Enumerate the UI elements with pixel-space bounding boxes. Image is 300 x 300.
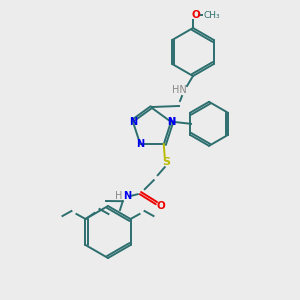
Text: H: H [115, 191, 122, 201]
Text: S: S [162, 157, 170, 167]
Text: O: O [192, 10, 200, 20]
Text: N: N [167, 117, 175, 127]
Text: CH₃: CH₃ [204, 11, 220, 20]
Text: HN: HN [172, 85, 186, 95]
Text: N: N [123, 191, 131, 201]
Text: N: N [129, 117, 137, 127]
Text: N: N [167, 117, 175, 127]
Text: N: N [136, 139, 144, 149]
Text: O: O [156, 201, 165, 211]
